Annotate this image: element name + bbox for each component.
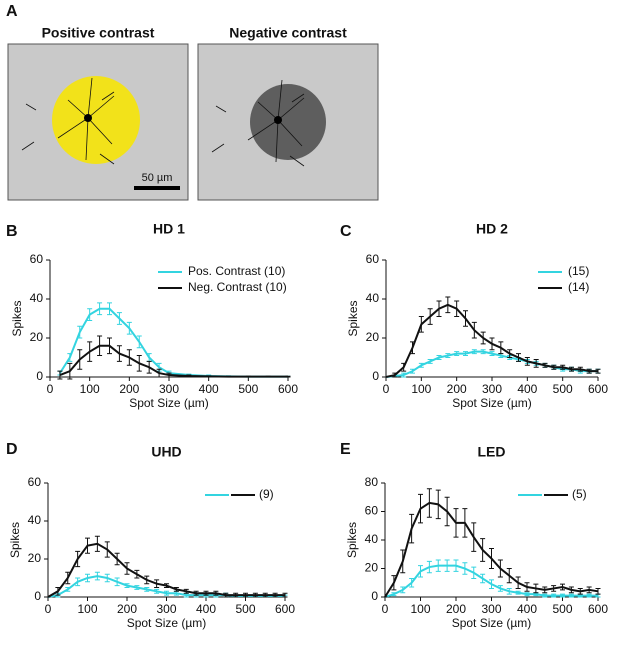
y-axis-label: Spikes	[10, 300, 24, 336]
y-tick-label: 40	[365, 532, 379, 546]
x-tick-label: 600	[278, 382, 298, 396]
data-line	[47, 542, 285, 598]
data-line	[59, 307, 288, 378]
y-tick-label: 20	[366, 330, 380, 344]
y-tick-label: 80	[365, 475, 379, 489]
cell-image-negative	[197, 43, 379, 201]
x-axis-label: Spot Size (µm)	[129, 396, 209, 410]
x-tick-label: 500	[552, 602, 572, 616]
x-tick-label: 400	[517, 602, 537, 616]
y-tick-label: 40	[30, 291, 44, 305]
y-tick-label: 60	[365, 504, 379, 518]
x-tick-label: 600	[588, 602, 608, 616]
chart-title: HD 1	[153, 221, 185, 237]
data-line	[384, 564, 598, 598]
legend-label: (14)	[568, 280, 589, 294]
y-tick-label: 40	[28, 513, 42, 527]
x-tick-label: 100	[77, 602, 97, 616]
x-tick-label: 0	[383, 382, 390, 396]
scale-bar-label: 50 µm	[142, 172, 173, 184]
panel-letter: E	[340, 441, 351, 458]
x-tick-label: 200	[446, 602, 466, 616]
x-tick-label: 600	[588, 382, 608, 396]
legend-label: (9)	[259, 487, 274, 501]
image-title: Positive contrast	[42, 25, 155, 41]
x-tick-label: 400	[199, 382, 219, 396]
legend-label: (15)	[568, 264, 589, 278]
x-tick-label: 500	[553, 382, 573, 396]
y-tick-label: 20	[30, 330, 44, 344]
y-tick-label: 60	[366, 252, 380, 266]
y-axis-label: Spikes	[345, 522, 359, 558]
y-tick-label: 60	[30, 252, 44, 266]
y-tick-label: 40	[366, 291, 380, 305]
x-tick-label: 300	[156, 602, 176, 616]
y-axis-label: Spikes	[8, 522, 22, 558]
data-line	[59, 344, 288, 378]
chart-title: LED	[478, 444, 506, 460]
x-tick-label: 100	[410, 602, 430, 616]
x-tick-label: 400	[196, 602, 216, 616]
x-tick-label: 500	[238, 382, 258, 396]
legend-label: (5)	[572, 487, 587, 501]
x-tick-label: 100	[80, 382, 100, 396]
y-tick-label: 0	[371, 589, 378, 603]
y-tick-label: 60	[28, 475, 42, 489]
chart-title: HD 2	[476, 221, 508, 237]
cell-image-positive: 50 µm	[7, 43, 189, 201]
panel-letter: C	[340, 223, 352, 240]
data-line	[385, 303, 598, 378]
chart-title: UHD	[151, 444, 181, 460]
x-axis-label: Spot Size (µm)	[127, 616, 207, 630]
image-title: Negative contrast	[229, 25, 347, 41]
y-tick-label: 20	[28, 551, 42, 565]
panel-letter: D	[6, 441, 18, 458]
x-tick-label: 0	[47, 382, 54, 396]
y-tick-label: 0	[34, 589, 41, 603]
panel-letter: A	[6, 3, 18, 20]
x-tick-label: 400	[517, 382, 537, 396]
x-tick-label: 600	[275, 602, 295, 616]
data-line	[384, 501, 599, 598]
y-tick-label: 20	[365, 561, 379, 575]
x-tick-label: 300	[481, 602, 501, 616]
legend-label: Neg. Contrast (10)	[188, 280, 287, 294]
legend-label: Pos. Contrast (10)	[188, 264, 285, 278]
x-tick-label: 200	[447, 382, 467, 396]
x-tick-label: 200	[117, 602, 137, 616]
x-tick-label: 0	[45, 602, 52, 616]
panel-letter: B	[6, 223, 18, 240]
y-axis-label: Spikes	[346, 300, 360, 336]
y-tick-label: 0	[372, 369, 379, 383]
x-tick-label: 500	[235, 602, 255, 616]
y-tick-label: 0	[36, 369, 43, 383]
x-tick-label: 0	[382, 602, 389, 616]
x-tick-label: 300	[482, 382, 502, 396]
x-axis-label: Spot Size (µm)	[452, 396, 532, 410]
x-tick-label: 100	[411, 382, 431, 396]
x-axis-label: Spot Size (µm)	[452, 616, 532, 630]
x-tick-label: 200	[119, 382, 139, 396]
x-tick-label: 300	[159, 382, 179, 396]
